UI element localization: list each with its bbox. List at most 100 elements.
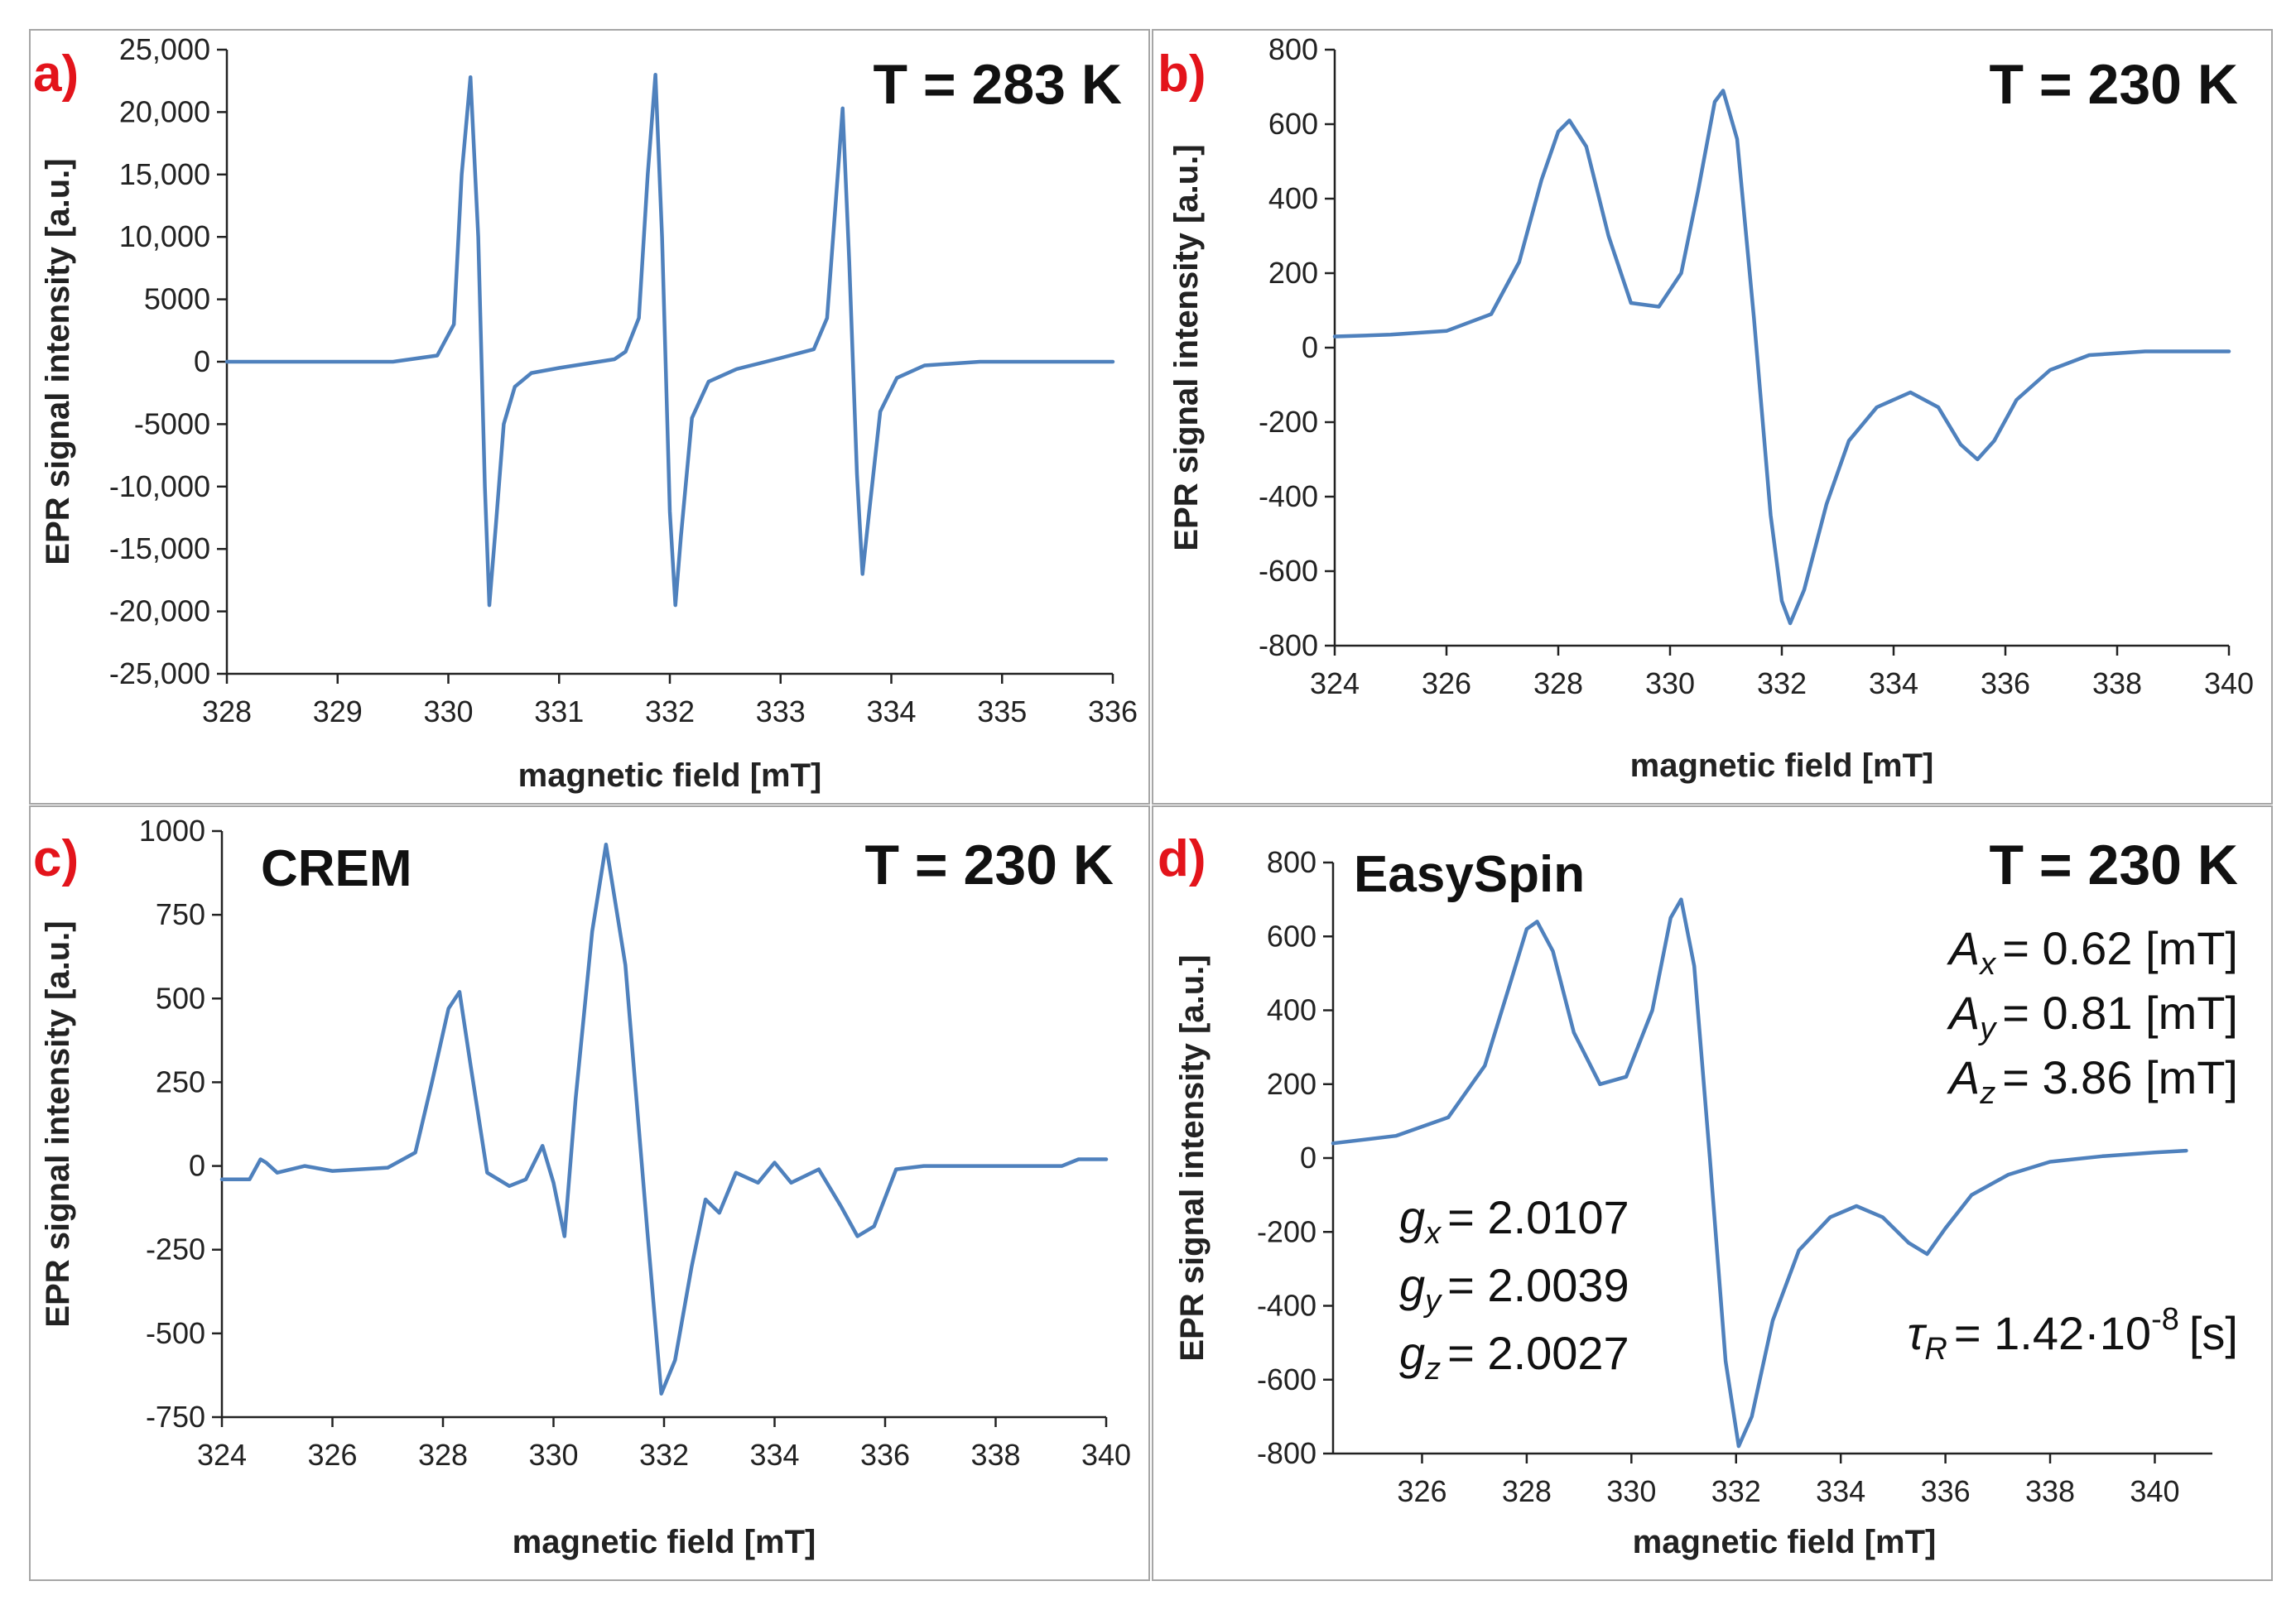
series-line-0 — [224, 72, 1115, 608]
param-symbol: g — [1399, 1327, 1425, 1379]
g-tensor-x: gx = 2.0107 — [1399, 1191, 1629, 1251]
y-tick-label: -600 — [1259, 554, 1318, 588]
y-tick-label: -5000 — [134, 406, 210, 440]
x-tick-label: 332 — [645, 694, 695, 728]
tau-r: τR = 1.42·10-8 [s] — [1907, 1302, 2238, 1367]
panel-frame — [1152, 29, 2273, 805]
param-symbol: g — [1399, 1191, 1425, 1243]
param-symbol: A — [1947, 987, 1980, 1039]
y-axis-title: EPR signal intensity [a.u.] — [1174, 954, 1211, 1361]
x-tick-label: 336 — [1088, 694, 1138, 728]
param-symbol: g — [1399, 1259, 1425, 1311]
param-value: = 2.0107 — [1447, 1191, 1629, 1243]
y-tick-label: 10,000 — [119, 219, 210, 253]
y-tick-label: 500 — [156, 981, 205, 1015]
y-tick-label: -25,000 — [109, 656, 210, 690]
x-axis-title: magnetic field [mT] — [518, 757, 822, 794]
panel-frame — [1152, 805, 2273, 1581]
param-subscript: y — [1977, 1012, 1997, 1046]
x-tick-label: 330 — [1645, 666, 1695, 700]
x-axis-title: magnetic field [mT] — [1633, 1524, 1937, 1560]
x-tick-label: 326 — [1422, 666, 1471, 700]
y-tick-label: 800 — [1267, 845, 1316, 879]
x-tick-label: 340 — [1081, 1438, 1131, 1472]
param-symbol: A — [1947, 922, 1980, 974]
param-subscript: x — [1423, 1216, 1442, 1251]
y-tick-label: 0 — [189, 1149, 205, 1183]
temperature-annotation: T = 283 K — [874, 53, 1123, 116]
y-tick-label: -200 — [1257, 1214, 1316, 1248]
x-tick-label: 336 — [1921, 1474, 1971, 1508]
y-tick-label: 20,000 — [119, 94, 210, 128]
x-tick-label: 330 — [423, 694, 473, 728]
param-subscript: z — [1424, 1352, 1441, 1387]
y-axis-title: EPR signal intensity [a.u.] — [40, 920, 76, 1327]
temperature-annotation: T = 230 K — [865, 834, 1114, 896]
y-tick-label: 200 — [1267, 1067, 1316, 1101]
x-tick-label: 340 — [2204, 666, 2254, 700]
y-tick-label: 1000 — [139, 814, 205, 848]
panel-d: 800 600 400 200 0 -200 -400 -600 -800 326 328 330 33… — [1152, 805, 2273, 1581]
panel-label: d) — [1158, 830, 1206, 887]
series-line-0 — [1332, 89, 2231, 626]
y-tick-label: -20,000 — [109, 594, 210, 628]
x-tick-label: 324 — [197, 1438, 247, 1472]
y-tick-label: -400 — [1257, 1289, 1316, 1323]
y-tick-label: -500 — [146, 1316, 205, 1350]
a-tensor-x: Ax = 0.62 [mT] — [1947, 922, 2238, 982]
method-label: CREM — [261, 840, 412, 897]
x-tick-label: 329 — [313, 694, 363, 728]
y-tick-label: -750 — [146, 1400, 205, 1434]
y-tick-label: 800 — [1268, 32, 1318, 66]
x-tick-label: 332 — [1757, 666, 1807, 700]
param-subscript: R — [1924, 1332, 1947, 1367]
x-tick-label: 335 — [977, 694, 1027, 728]
y-axis-title: EPR signal intensity [a.u.] — [1168, 144, 1205, 550]
y-tick-label: 750 — [156, 897, 205, 931]
x-tick-label: 334 — [866, 694, 916, 728]
x-axis-title: magnetic field [mT] — [1630, 747, 1934, 784]
x-tick-label: 338 — [2025, 1474, 2075, 1508]
temperature-annotation: T = 230 K — [1990, 834, 2239, 896]
panel-label: c) — [33, 830, 79, 887]
y-tick-label: -800 — [1259, 628, 1318, 662]
param-subscript: y — [1422, 1284, 1442, 1319]
x-tick-label: 328 — [202, 694, 252, 728]
y-tick-label: -10,000 — [109, 469, 210, 503]
y-tick-label: 0 — [194, 344, 210, 378]
y-tick-label: 15,000 — [119, 157, 210, 191]
y-tick-label: 25,000 — [119, 32, 210, 66]
y-tick-label: 0 — [1300, 1141, 1316, 1175]
x-tick-label: 324 — [1310, 666, 1360, 700]
x-tick-label: 334 — [1816, 1474, 1865, 1508]
method-label: EasySpin — [1354, 846, 1585, 903]
param-value: = 2.0027 — [1447, 1327, 1629, 1379]
series-line-0 — [1331, 897, 2188, 1449]
x-tick-label: 332 — [639, 1438, 689, 1472]
y-axis-title: EPR signal intensity [a.u.] — [40, 158, 76, 565]
panel-label: b) — [1158, 46, 1206, 103]
y-tick-label: 250 — [156, 1065, 205, 1098]
param-value: = 3.86 [mT] — [2002, 1051, 2238, 1103]
x-tick-label: 338 — [970, 1438, 1020, 1472]
x-tick-label: 334 — [1869, 666, 1918, 700]
y-tick-label: -800 — [1257, 1436, 1316, 1470]
g-tensor-z: gz = 2.0027 — [1399, 1327, 1629, 1387]
a-tensor-y: Ay = 0.81 [mT] — [1947, 987, 2238, 1046]
x-tick-label: 328 — [1502, 1474, 1552, 1508]
x-axis-title: magnetic field [mT] — [513, 1524, 816, 1560]
x-tick-label: 326 — [1397, 1474, 1446, 1508]
param-unit: [s] — [2189, 1307, 2238, 1359]
y-tick-label: 0 — [1302, 330, 1318, 364]
param-value: = 2.0039 — [1447, 1259, 1629, 1311]
x-tick-label: 326 — [307, 1438, 357, 1472]
x-tick-label: 328 — [1533, 666, 1583, 700]
param-symbol: τ — [1907, 1307, 1927, 1359]
y-tick-label: 200 — [1268, 256, 1318, 290]
series-line-0 — [219, 842, 1109, 1396]
x-tick-label: 333 — [756, 694, 806, 728]
y-tick-label: 400 — [1268, 181, 1318, 215]
x-tick-label: 328 — [418, 1438, 468, 1472]
y-tick-label: -200 — [1259, 405, 1318, 439]
